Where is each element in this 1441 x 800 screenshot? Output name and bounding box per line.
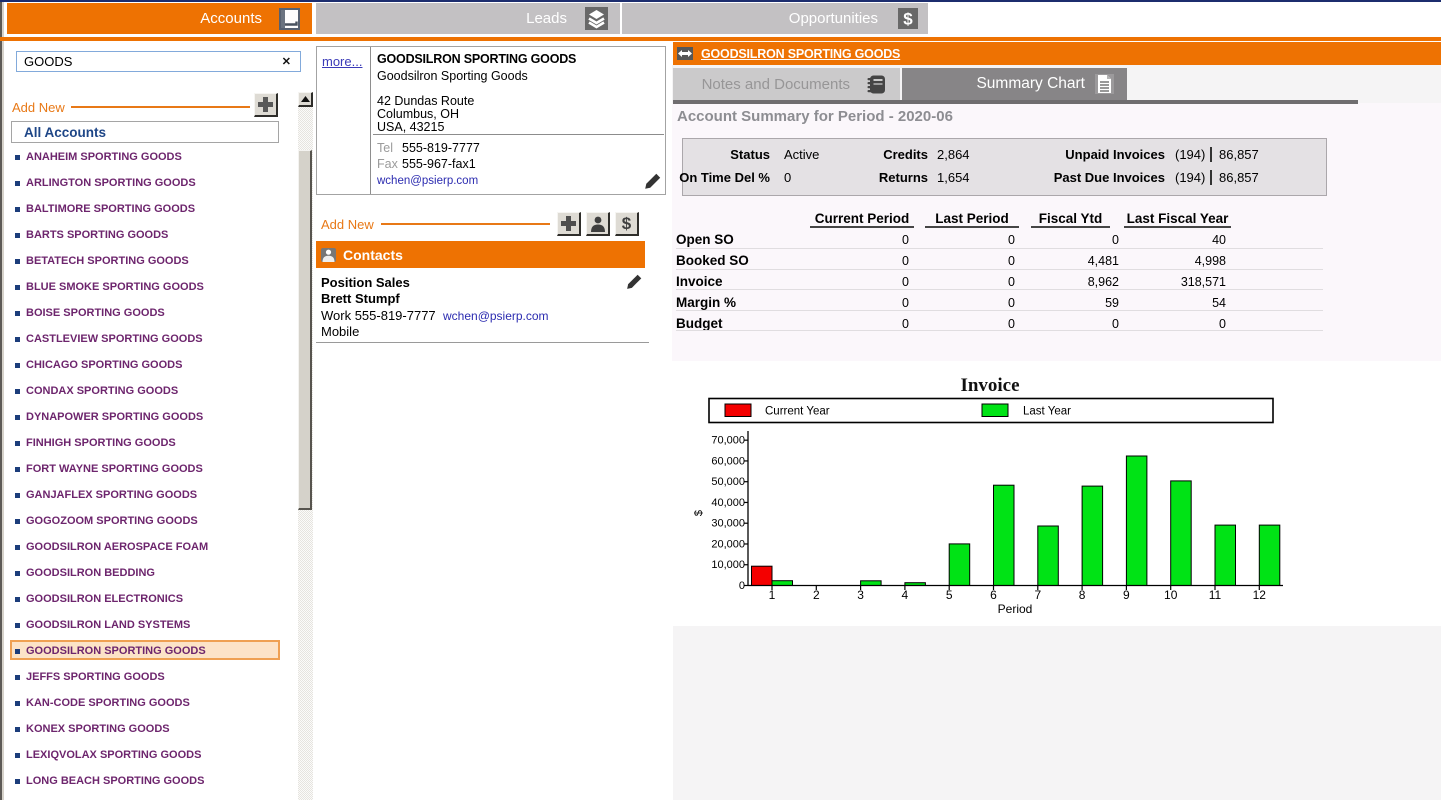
svg-text:10,000: 10,000 [711,559,745,571]
svg-text:11: 11 [1209,588,1222,602]
svg-text:2: 2 [813,588,820,602]
svg-text:20,000: 20,000 [711,539,745,551]
svg-text:$: $ [693,510,705,516]
svg-text:7: 7 [1034,588,1041,602]
svg-text:5: 5 [946,588,953,602]
svg-text:70,000: 70,000 [711,435,745,447]
svg-text:50,000: 50,000 [711,476,745,488]
svg-text:4: 4 [902,588,909,602]
svg-text:Last Year: Last Year [1023,406,1071,418]
svg-text:60,000: 60,000 [711,455,745,467]
svg-text:$: $ [903,10,913,29]
svg-text:30,000: 30,000 [711,518,745,530]
svg-text:Current Year: Current Year [765,406,830,418]
svg-text:3: 3 [857,588,864,602]
svg-text:Period: Period [998,602,1033,616]
svg-text:40,000: 40,000 [711,497,745,509]
svg-text:0: 0 [739,580,745,592]
svg-text:1: 1 [769,588,776,602]
svg-text:6: 6 [990,588,997,602]
svg-text:9: 9 [1123,588,1130,602]
svg-text:12: 12 [1253,588,1267,602]
svg-text:10: 10 [1164,588,1178,602]
svg-text:Invoice: Invoice [960,375,1019,396]
svg-text:8: 8 [1079,588,1086,602]
